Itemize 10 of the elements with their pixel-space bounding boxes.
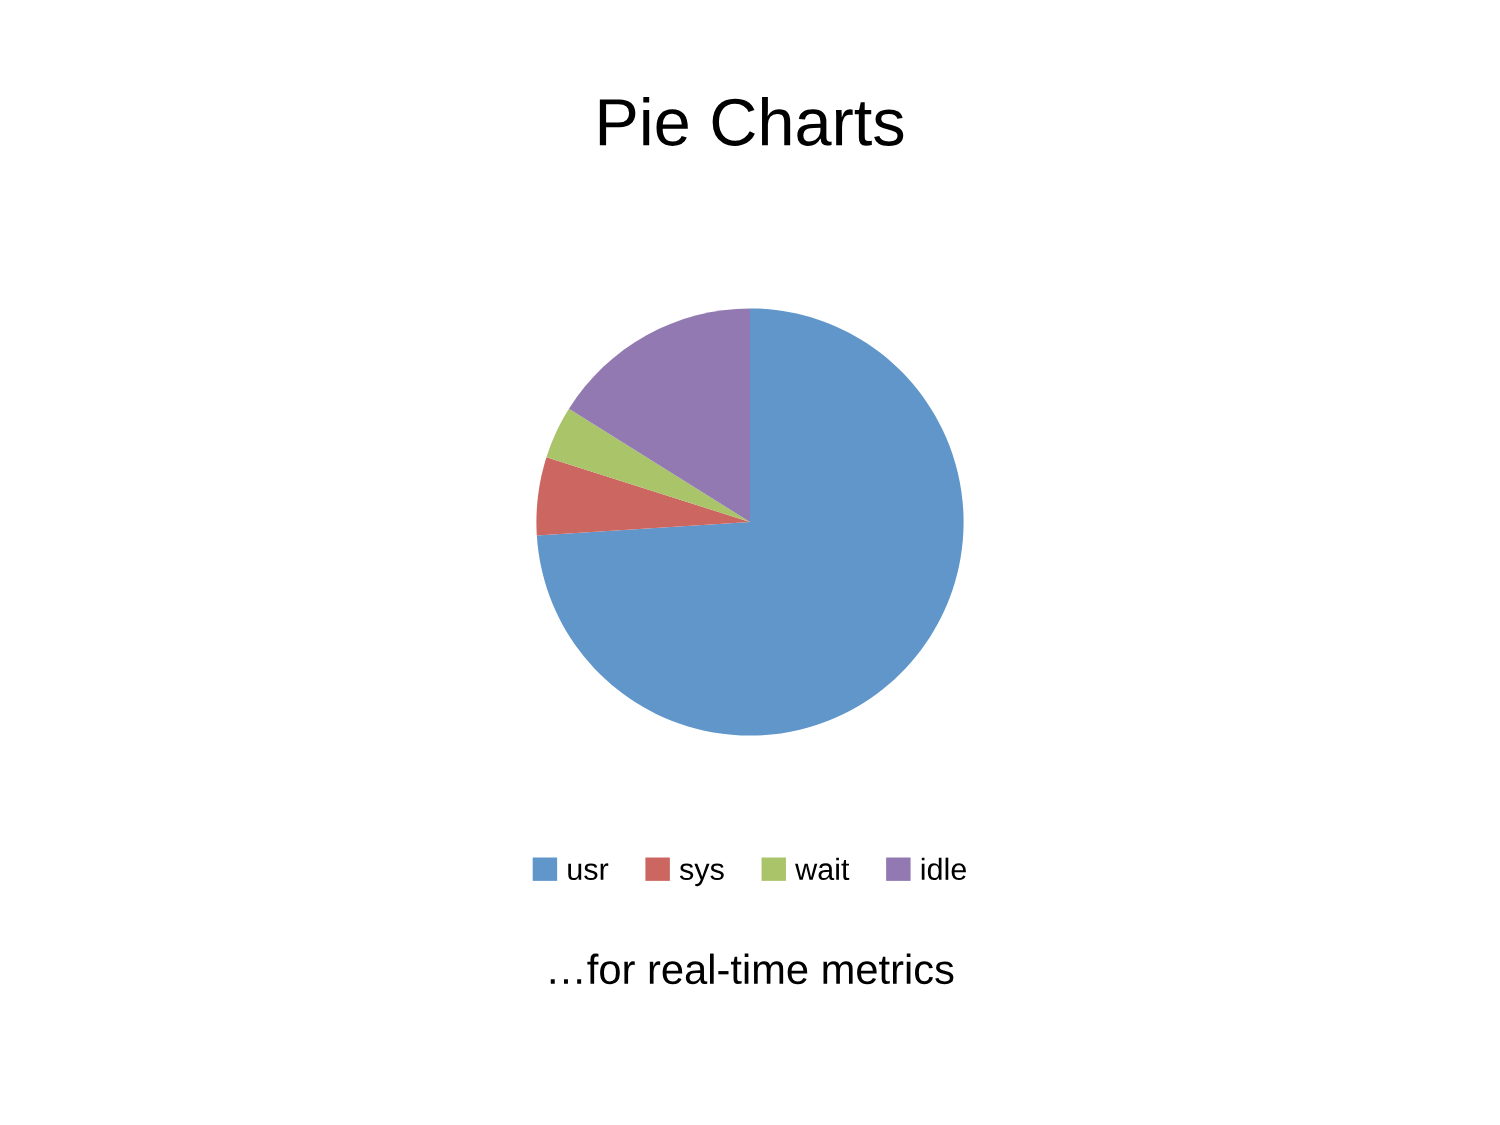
- legend-label: wait: [795, 857, 850, 881]
- pie-slice: [536, 457, 750, 536]
- text: …for real-time metrics: [550, 953, 954, 985]
- chart-title: Pie Charts: [599, 96, 904, 146]
- pie-slice: [536, 308, 964, 736]
- pie-slice: [568, 308, 750, 522]
- legend-label: usr: [568, 863, 609, 881]
- legend-label: sys: [679, 863, 724, 887]
- pie-slice: [546, 408, 750, 522]
- legend-label: idle: [921, 857, 966, 881]
